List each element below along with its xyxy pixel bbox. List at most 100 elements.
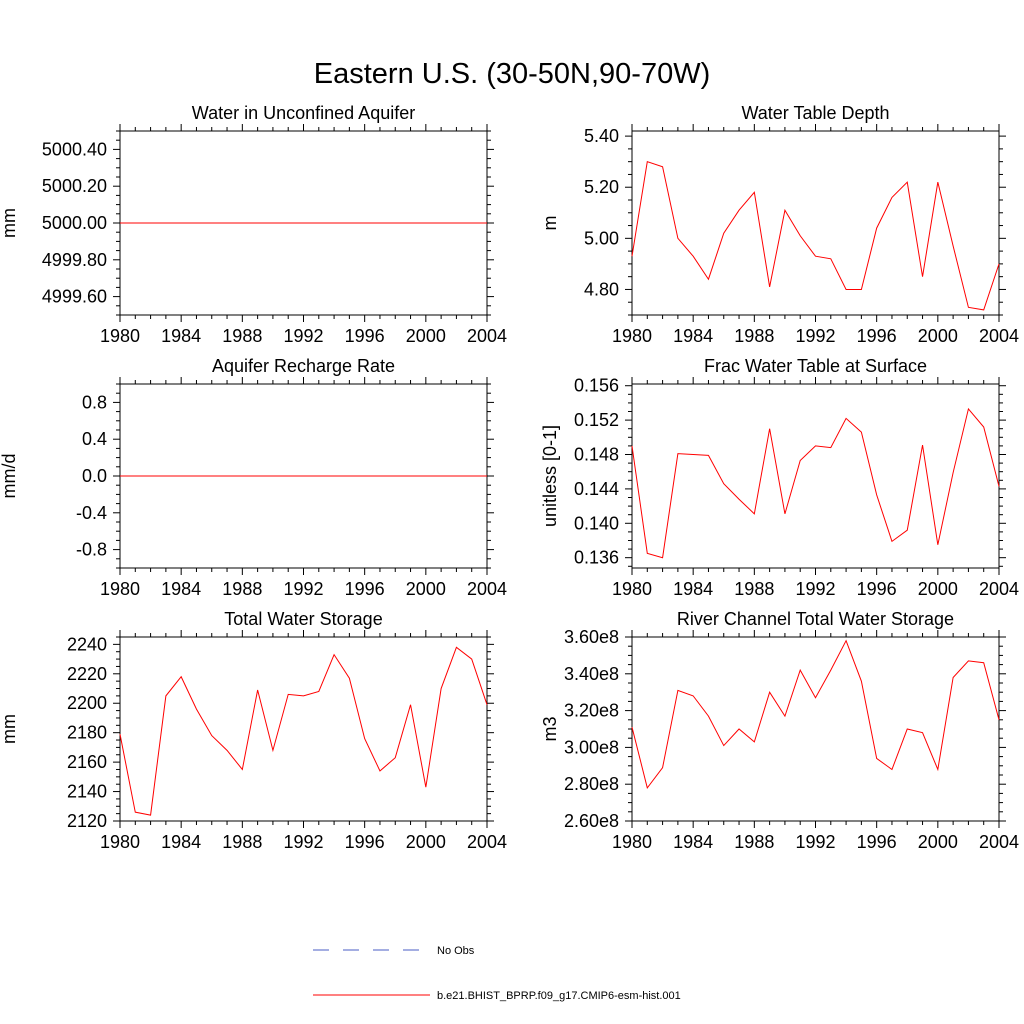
x-tick-label: 1980: [612, 832, 652, 852]
x-tick-label: 1988: [734, 326, 774, 346]
x-tick-label: 1984: [673, 832, 713, 852]
x-tick-label: 1988: [222, 326, 262, 346]
panel-title: River Channel Total Water Storage: [677, 609, 954, 629]
y-tick-label: 3.20e8: [564, 701, 619, 721]
y-tick-label: 5.20: [584, 177, 619, 197]
legend-label-no-obs: No Obs: [437, 945, 475, 957]
y-tick-label: 3.40e8: [564, 664, 619, 684]
y-tick-label: 0.136: [574, 548, 619, 568]
x-tick-label: 2004: [979, 832, 1019, 852]
x-tick-label: 2004: [467, 832, 507, 852]
x-tick-label: 1984: [161, 832, 201, 852]
y-tick-label: -0.8: [76, 540, 107, 560]
x-tick-label: 2004: [979, 579, 1019, 599]
panel-title: Water Table Depth: [741, 103, 889, 123]
y-tick-label: 4999.80: [42, 250, 107, 270]
y-tick-label: 0.4: [82, 429, 107, 449]
y-tick-label: 5000.40: [42, 139, 107, 159]
y-tick-label: 3.60e8: [564, 627, 619, 647]
y-axis-label: mm: [0, 714, 19, 744]
y-tick-label: 2.60e8: [564, 811, 619, 831]
x-tick-label: 2004: [979, 326, 1019, 346]
x-tick-label: 2000: [406, 832, 446, 852]
x-tick-label: 1996: [345, 579, 385, 599]
x-tick-label: 1992: [795, 579, 835, 599]
y-tick-label: 0.144: [574, 479, 619, 499]
y-tick-label: 2120: [67, 811, 107, 831]
y-tick-label: 2160: [67, 752, 107, 772]
chart-panel-6: River Channel Total Water Storage 1980 198…: [540, 609, 1019, 852]
y-tick-label: 0.156: [574, 376, 619, 396]
x-tick-label: 2004: [467, 326, 507, 346]
x-tick-label: 2004: [467, 579, 507, 599]
y-tick-label: 2220: [67, 664, 107, 684]
x-tick-label: 2000: [918, 832, 958, 852]
y-tick-label: 5.40: [584, 126, 619, 146]
x-tick-label: 1988: [222, 832, 262, 852]
x-tick-label: 1984: [161, 579, 201, 599]
series-line: [631, 639, 1000, 790]
x-tick-label: 1980: [612, 326, 652, 346]
x-tick-label: 1980: [100, 579, 140, 599]
y-tick-label: 2240: [67, 634, 107, 654]
y-tick-label: 2200: [67, 693, 107, 713]
y-tick-label: 0.0: [82, 466, 107, 486]
y-tick-label: 5.00: [584, 228, 619, 248]
panel-title: Total Water Storage: [224, 609, 382, 629]
series-line: [631, 407, 1000, 559]
y-tick-label: 0.140: [574, 513, 619, 533]
x-tick-label: 1980: [100, 326, 140, 346]
series-line: [119, 646, 488, 816]
chart-panel-1: Water in Unconfined Aquifer 1980 1984 1988 1…: [0, 103, 507, 346]
y-axis-label: m: [540, 216, 560, 231]
x-tick-label: 1984: [673, 326, 713, 346]
y-tick-label: -0.4: [76, 503, 107, 523]
series-line: [631, 161, 1000, 311]
x-tick-label: 1988: [222, 579, 262, 599]
y-tick-label: 5000.00: [42, 213, 107, 233]
x-tick-label: 1996: [857, 832, 897, 852]
y-axis-label: unitless [0-1]: [540, 425, 560, 527]
x-tick-label: 1984: [673, 579, 713, 599]
y-axis-label: m3: [540, 716, 560, 741]
x-tick-label: 2000: [406, 326, 446, 346]
chart-panel-2: Water Table Depth 1980 1984 1988 1992 1996 200…: [540, 103, 1019, 346]
panel-title: Frac Water Table at Surface: [704, 356, 927, 376]
chart-panel-4: Frac Water Table at Surface 1980 1984 1988 1…: [540, 356, 1019, 599]
x-tick-label: 1992: [795, 326, 835, 346]
x-tick-label: 1996: [857, 579, 897, 599]
x-tick-label: 2000: [406, 579, 446, 599]
chart-panels: Water in Unconfined Aquifer 1980 1984 1988 1…: [0, 103, 1019, 852]
y-tick-label: 4999.60: [42, 287, 107, 307]
y-tick-label: 3.00e8: [564, 737, 619, 757]
y-tick-label: 0.148: [574, 445, 619, 465]
x-tick-label: 1992: [283, 326, 323, 346]
x-tick-label: 1992: [283, 579, 323, 599]
y-tick-label: 5000.20: [42, 176, 107, 196]
x-tick-label: 1984: [161, 326, 201, 346]
x-tick-label: 1996: [857, 326, 897, 346]
x-tick-label: 1980: [612, 579, 652, 599]
y-tick-label: 0.152: [574, 410, 619, 430]
y-tick-label: 0.8: [82, 392, 107, 412]
chart-panel-5: Total Water Storage 1980 1984 1988 1992 1996 2…: [0, 609, 507, 852]
x-tick-label: 1980: [100, 832, 140, 852]
y-axis-label: mm/d: [0, 454, 19, 499]
y-tick-label: 2140: [67, 782, 107, 802]
legend-label-model: b.e21.BHIST_BPRP.f09_g17.CMIP6-esm-hist.…: [437, 990, 681, 1002]
panel-title: Aquifer Recharge Rate: [212, 356, 395, 376]
x-tick-label: 2000: [918, 579, 958, 599]
chart-panel-3: Aquifer Recharge Rate 1980 1984 1988 1992 199…: [0, 356, 507, 599]
y-tick-label: 4.80: [584, 279, 619, 299]
x-tick-label: 1992: [795, 832, 835, 852]
y-axis-label: mm: [0, 208, 19, 238]
panel-title: Water in Unconfined Aquifer: [192, 103, 415, 123]
x-tick-label: 1996: [345, 326, 385, 346]
x-tick-label: 2000: [918, 326, 958, 346]
x-tick-label: 1996: [345, 832, 385, 852]
y-tick-label: 2180: [67, 723, 107, 743]
x-tick-label: 1988: [734, 832, 774, 852]
figure-title: Eastern U.S. (30-50N,90-70W): [314, 58, 710, 90]
